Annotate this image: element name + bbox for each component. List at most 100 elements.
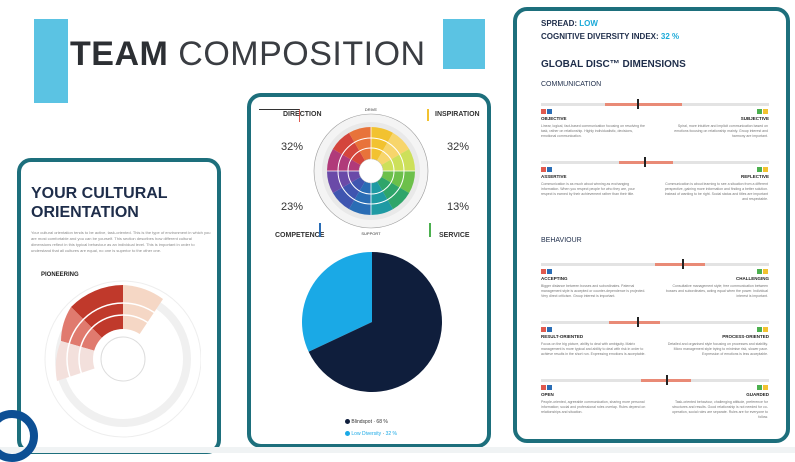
wheel-wedge (332, 171, 371, 210)
dimension-right-label: PROCESS-ORIENTED (722, 334, 769, 339)
dimension-marker-icon (643, 157, 646, 167)
dimension-right-text: Detailed and organised style focusing on… (667, 342, 768, 356)
dimension-marker-icon (666, 375, 669, 385)
left-dimension-tag-icon (541, 269, 546, 274)
direction-corner (259, 109, 300, 122)
dimension-right-label: GUARDED (746, 392, 769, 397)
cdi-line: COGNITIVE DIVERSITY INDEX: 32 % (541, 32, 679, 41)
service-corner (429, 223, 431, 237)
dimension-right-label: SUBJECTIVE (740, 116, 769, 121)
competence-label: COMPETENCE (275, 232, 325, 239)
header-accent-right (443, 19, 485, 69)
left-dimension-tag-icon (541, 385, 546, 390)
left-dimension-tag-icon (547, 385, 552, 390)
right-dimension-tag-icon (763, 385, 768, 390)
left-dimension-tag-icon (541, 327, 546, 332)
dimension-left-text: Focus on the big picture, ability to dea… (541, 342, 646, 356)
blindspot-legend-label: Blindspot (351, 419, 372, 425)
competence-corner (319, 223, 321, 237)
cultural-orientation-card[interactable]: YOUR CULTURAL ORIENTATION Your cultural … (17, 158, 221, 454)
cultural-title-line1: YOUR CULTURAL (31, 185, 168, 202)
blindspot-swatch (345, 419, 350, 425)
dimension-bar-fill (609, 321, 660, 324)
diversity-pie-chart (302, 252, 443, 392)
low-diversity-swatch (345, 431, 350, 437)
pie-slice-low-diversity (302, 252, 372, 352)
dimension-right-label: REFLECTIVE (740, 174, 769, 179)
direction-percent: 32% (281, 141, 304, 153)
pie-legend-low-diversity: Low Diversity · 32 % (345, 431, 397, 437)
dimension-left-label: OPEN (541, 392, 554, 397)
right-dimension-tag-icon (757, 167, 762, 172)
wheel-top-tick: DRIVE (365, 107, 378, 112)
right-dimension-tag-icon (763, 327, 768, 332)
blindspot-legend-value: 68 % (376, 419, 388, 425)
left-dimension-tag-icon (547, 167, 552, 172)
cultural-body: Your cultural orientation tends to be ac… (31, 230, 211, 253)
competence-percent: 23% (281, 201, 304, 213)
dimension-right-text: Communication is about learning to see a… (664, 182, 768, 201)
service-label: SERVICE (439, 232, 470, 239)
right-dimension-tag-icon (757, 109, 762, 114)
cdi-value: 32 % (660, 32, 680, 41)
right-dimension-tag-icon (763, 109, 768, 114)
title-light: COMPOSITION (178, 35, 426, 73)
dimension-bar-fill (618, 161, 674, 164)
bottom-strip (0, 447, 795, 453)
dimension-left-text: Linear, logical, fact-based communicatio… (541, 124, 645, 138)
dimension-marker-icon (636, 317, 639, 327)
dimension-right-text: Spiral, more intuitive and implicit comm… (674, 124, 768, 138)
dimension-left-text: Bigger distance between bosses and subor… (541, 284, 646, 298)
dimension-left-label: ASSERTIVE (541, 174, 567, 179)
dimension-bar (541, 375, 769, 385)
cultural-wheel-icon (44, 280, 201, 438)
dimension-bar-fill (604, 103, 683, 106)
left-dimension-tag-icon (541, 109, 546, 114)
inspiration-percent: 32% (447, 141, 470, 153)
wheel-wedge (371, 171, 410, 210)
wheel-wedge (371, 132, 410, 171)
right-dimension-tag-icon (757, 385, 762, 390)
dimension-left-text: Communication is as much about winning a… (541, 182, 635, 196)
dimension-marker-icon (636, 99, 639, 109)
left-dimension-tag-icon (547, 327, 552, 332)
right-dimension-tag-icon (763, 167, 768, 172)
wheel-wedge (332, 132, 371, 171)
dimension-bar (541, 317, 769, 327)
section-behaviour: BEHAVIOUR (541, 237, 582, 244)
left-dimension-tag-icon (547, 109, 552, 114)
inspiration-corner (427, 109, 429, 121)
dimension-bar (541, 259, 769, 269)
spread-label: SPREAD: (541, 19, 578, 28)
dimension-right-label: CHALLENGING (736, 276, 769, 281)
dimensions-heading: GLOBAL DISC™ DIMENSIONS (541, 59, 686, 70)
title-bold: TEAM (70, 35, 169, 73)
header-accent-left (34, 19, 68, 103)
spread-line: SPREAD: LOW (541, 19, 598, 28)
cdi-label: COGNITIVE DIVERSITY INDEX: (541, 32, 659, 41)
right-dimension-tag-icon (763, 269, 768, 274)
dimension-right-text: Task-oriented behaviour, challenging att… (672, 400, 768, 419)
right-dimension-tag-icon (757, 269, 762, 274)
pie-legend-blindspot: Blindspot · 68 % (345, 419, 388, 425)
section-communication: COMMUNICATION (541, 81, 602, 88)
dimension-bar (541, 157, 769, 167)
dimension-bar (541, 99, 769, 109)
cultural-title: YOUR CULTURAL ORIENTATION (31, 184, 168, 222)
left-dimension-tag-icon (541, 167, 546, 172)
inspiration-label: INSPIRATION (435, 111, 480, 118)
team-wheel-card[interactable]: DIRECTION INSPIRATION 32% 32% 23% 13% CO… (247, 93, 491, 448)
pioneering-label: PIONEERING (41, 272, 79, 278)
page-title: TEAM COMPOSITION (70, 35, 426, 74)
low-diversity-legend-value: 32 % (385, 431, 397, 437)
dimension-left-label: RESULT-ORIENTED (541, 334, 584, 339)
disc-dimensions-card[interactable]: SPREAD: LOW COGNITIVE DIVERSITY INDEX: 3… (513, 7, 790, 443)
dimension-left-text: People-oriented, agreeable communication… (541, 400, 646, 414)
spread-value: LOW (579, 19, 598, 28)
low-diversity-legend-label: Low Diversity (351, 431, 382, 437)
wheel-bottom-tick: SUPPORT (361, 231, 381, 236)
direction-label: DIRECTION (283, 111, 322, 118)
disc-wheel-icon: DRIVE SUPPORT (313, 107, 429, 236)
dimension-right-text: Consultative management style; free comm… (666, 284, 768, 298)
service-percent: 13% (447, 201, 470, 213)
